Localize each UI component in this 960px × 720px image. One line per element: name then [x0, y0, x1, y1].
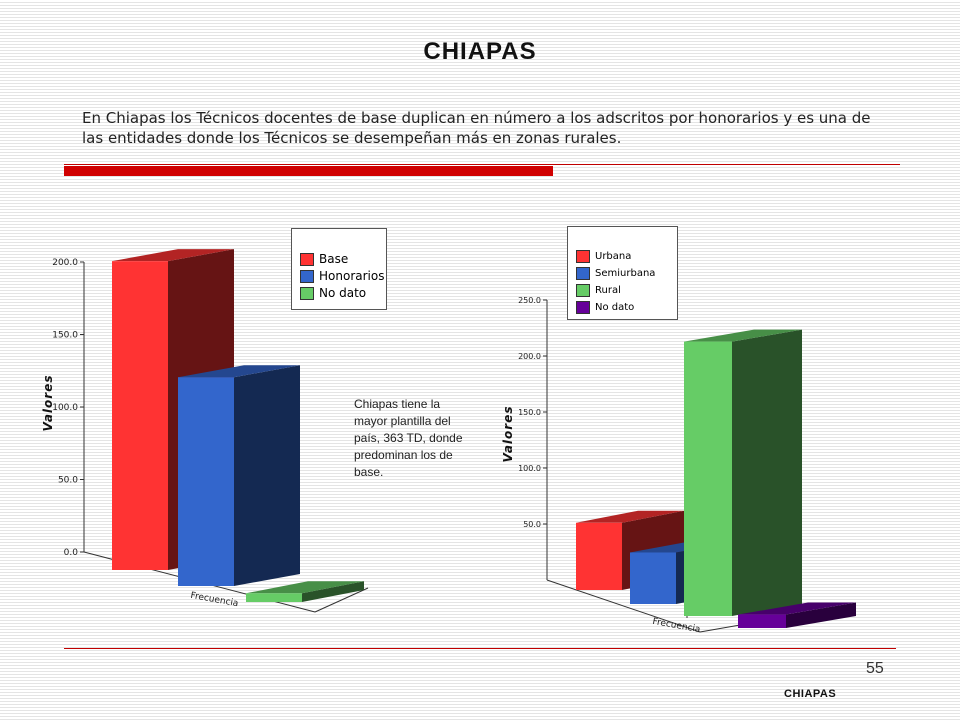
- legend-item-urbana: Urbana: [576, 250, 631, 263]
- intro-text: En Chiapas los Técnicos docentes de base…: [82, 109, 871, 147]
- bar-no-dato: [246, 593, 302, 602]
- page-number: 55: [866, 660, 884, 677]
- legend-item-rural: Rural: [576, 284, 621, 297]
- y-tick-label: 150.0: [52, 331, 78, 341]
- bar-side-rural: [732, 329, 802, 616]
- y-tick-label: 200.0: [52, 258, 78, 268]
- x-axis-line: [546, 579, 701, 633]
- bar-top-no-dato: [738, 602, 856, 615]
- legend-swatch: [300, 286, 314, 300]
- legend-label: No dato: [319, 286, 367, 300]
- legend-swatch: [576, 301, 590, 314]
- bar-top-base: [112, 249, 234, 262]
- page-title: CHIAPAS: [423, 38, 537, 65]
- y-tick-label: 50.0: [58, 476, 78, 486]
- bar-urbana: [576, 522, 622, 590]
- footer-label: CHIAPAS: [784, 688, 837, 700]
- bar-base: [112, 261, 168, 570]
- legend-item-no-dato: No dato: [300, 286, 366, 300]
- legend-label: Rural: [595, 285, 621, 296]
- y-tick-label: 250.0: [518, 296, 541, 305]
- bar-side-no-dato: [786, 602, 856, 628]
- legend-label: Urbana: [595, 251, 632, 262]
- bar-honorarios: [178, 377, 234, 586]
- y-tick-label: 100.0: [52, 403, 78, 413]
- y-tick-label: 50.0: [523, 520, 541, 529]
- legend-label: Base: [319, 252, 349, 266]
- legend-swatch: [300, 269, 314, 283]
- legend-swatch: [576, 250, 590, 263]
- y-axis-label: Valores: [41, 374, 55, 431]
- legend-swatch: [576, 284, 590, 297]
- bar-no-dato: [738, 614, 786, 628]
- bar-top-honorarios: [178, 365, 300, 378]
- bar-top-urbana: [576, 510, 684, 523]
- legend-swatch: [576, 267, 590, 280]
- x-axis-line-back: [314, 587, 369, 613]
- legend-item-base: Base: [300, 252, 348, 266]
- bar-semiurbana: [630, 552, 676, 604]
- legend-item-no-dato: No dato: [576, 301, 634, 314]
- bar-rural: [684, 341, 732, 616]
- legend-label: Semiurbana: [595, 268, 656, 279]
- legend-zona: Urbana Semiurbana Rural No dato: [567, 226, 678, 320]
- bar-side-honorarios: [234, 365, 300, 586]
- legend-item-honorarios: Honorarios: [300, 269, 384, 283]
- accent-bar: [64, 166, 553, 176]
- y-tick-label: 200.0: [518, 352, 541, 361]
- divider-line: [64, 164, 900, 165]
- y-tick-label: 100.0: [518, 464, 541, 473]
- y-tick-label: 150.0: [518, 408, 541, 417]
- y-tick-label: 0.0: [64, 548, 79, 558]
- chart-note: Chiapas tiene la mayor plantilla del paí…: [354, 397, 463, 479]
- footer-line: [64, 648, 896, 649]
- legend-label: No dato: [595, 302, 635, 313]
- legend-swatch: [300, 252, 314, 266]
- x-tick-label: Frecuencia: [652, 617, 701, 635]
- legend-tipo: Base Honorarios No dato: [291, 228, 387, 310]
- bar-top-no-dato: [246, 581, 364, 594]
- legend-label: Honorarios: [319, 269, 385, 283]
- bar-top-rural: [684, 329, 802, 342]
- bar-side-no-dato: [302, 581, 364, 602]
- y-axis-label: Valores: [501, 405, 515, 462]
- legend-item-semiurbana: Semiurbana: [576, 267, 655, 280]
